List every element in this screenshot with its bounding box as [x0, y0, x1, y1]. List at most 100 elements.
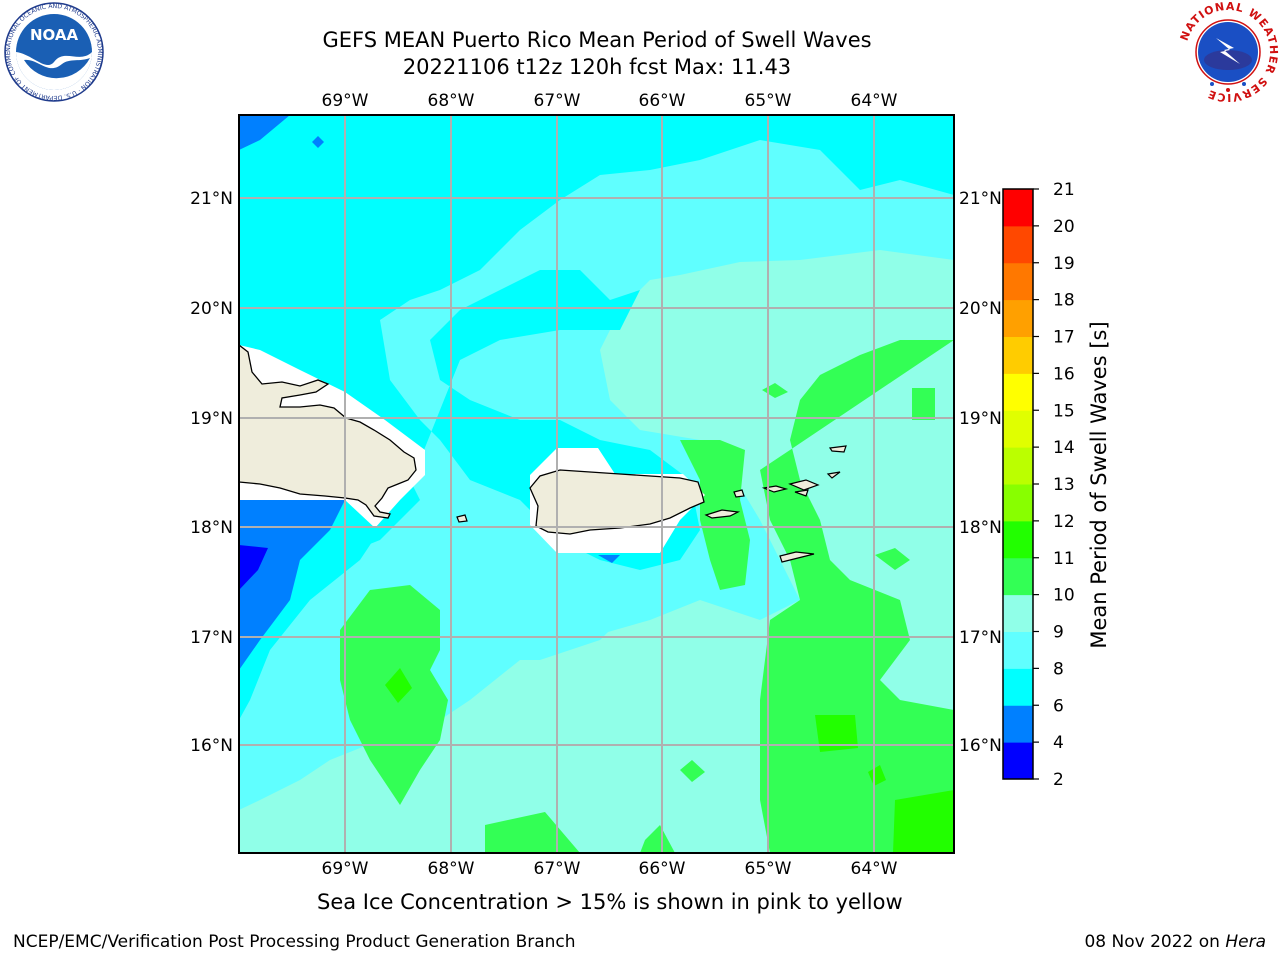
lon-tick-top: 66°W: [639, 91, 686, 111]
footer-date-text: 08 Nov 2022 on: [1084, 932, 1220, 952]
colorbar-segment: [1003, 520, 1033, 559]
footer-credit: NCEP/EMC/Verification Post Processing Pr…: [13, 932, 576, 952]
colorbar-segment: [1003, 705, 1033, 743]
field-4-6s-spot: [312, 136, 324, 148]
field-10-11s-spot4: [875, 548, 910, 570]
lat-tick-right: 21°N: [959, 189, 1002, 209]
field-10-11s-east: [760, 340, 954, 853]
lon-tick-bottom: 65°W: [745, 859, 792, 879]
lon-tick-bottom: 66°W: [639, 859, 686, 879]
colorbar-segment: [1003, 668, 1033, 706]
lat-ticks-right: 21°N 20°N 19°N 18°N 17°N 16°N: [959, 189, 1002, 756]
lon-tick-bottom: 67°W: [534, 859, 581, 879]
graticule: [239, 115, 954, 853]
lat-tick-right: 16°N: [959, 736, 1002, 756]
land-virgin-islands-2: [788, 479, 820, 491]
colorbar-segment: [1003, 410, 1033, 448]
lat-tick-left: 19°N: [190, 409, 233, 429]
colorbar-tick-label: 21: [1053, 180, 1075, 200]
lat-tick-right: 18°N: [959, 518, 1002, 538]
field-11-12s-4: [868, 765, 886, 786]
lat-tick-left: 16°N: [190, 736, 233, 756]
land-anegada: [828, 445, 847, 453]
colorbar-ticks: 2 4 6 8 9 10 11 12 13 14 15 16 17 18 19 20 21: [1033, 180, 1075, 790]
colorbar-segment: [1003, 299, 1033, 337]
lat-tick-left: 17°N: [190, 628, 233, 648]
colorbar-tick-label: 15: [1053, 401, 1075, 421]
colorbar-segment: [1003, 447, 1033, 485]
colorbar-segment: [1003, 594, 1033, 632]
colorbar-tick-label: 6: [1053, 696, 1064, 716]
colorbar-tick-label: 10: [1053, 586, 1075, 606]
colorbar-tick-label: 16: [1053, 364, 1075, 384]
colorbar-segment: [1003, 557, 1033, 596]
field-11-12s-3: [385, 668, 412, 703]
lat-tick-left: 21°N: [190, 189, 233, 209]
land-puerto-rico: [529, 469, 705, 535]
land-virgin-islands-4: [826, 471, 841, 479]
nws-logo: NATIONAL WEATHER SERVICE: [1176, 0, 1280, 104]
colorbar-segment: [1003, 373, 1033, 411]
lat-tick-right: 20°N: [959, 299, 1002, 319]
colorbar-segment: [1003, 336, 1033, 374]
lon-tick-bottom: 64°W: [851, 859, 898, 879]
colorbar-tick-label: 18: [1053, 291, 1075, 311]
field-10-11s-spot3: [912, 388, 935, 420]
colorbar-label: Mean Period of Swell Waves [s]: [1087, 321, 1111, 648]
colorbar-segment: [1003, 262, 1033, 301]
land-virgin-islands-1: [761, 485, 789, 493]
field-4-6s-pr: [598, 555, 620, 563]
lon-ticks-bottom: 69°W 68°W 67°W 66°W 65°W 64°W: [322, 859, 898, 879]
colorbar-tick-label: 4: [1053, 733, 1064, 753]
lat-ticks-left: 21°N 20°N 19°N 18°N 17°N 16°N: [190, 189, 233, 756]
lon-tick-bottom: 68°W: [428, 859, 475, 879]
footer-date: 08 Nov 2022 on Hera: [1084, 932, 1266, 952]
colorbar-tick-label: 13: [1053, 475, 1075, 495]
land-vieques: [704, 509, 741, 519]
land-st-croix: [779, 551, 815, 563]
land-virgin-islands-3: [794, 489, 809, 497]
colorbar-segment: [1003, 189, 1033, 227]
colorbar-segment: [1003, 484, 1033, 522]
colorbar-tick-label: 11: [1053, 549, 1075, 569]
lon-ticks-top: 69°W 68°W 67°W 66°W 65°W 64°W: [322, 91, 898, 111]
field-8-9s-south: [430, 520, 640, 660]
lat-tick-right: 19°N: [959, 409, 1002, 429]
land-mona-island: [456, 514, 468, 523]
noaa-logo: NATIONAL OCEANIC AND ATMOSPHERIC ADMINIS…: [0, 0, 106, 102]
colorbar-tick-label: 20: [1053, 217, 1075, 237]
lon-tick-top: 67°W: [534, 91, 581, 111]
field-11-12s-2: [893, 790, 954, 853]
colorbar-tick-label: 14: [1053, 438, 1075, 458]
sea-ice-caption: Sea Ice Concentration > 15% is shown in …: [317, 890, 903, 914]
lon-tick-bottom: 69°W: [322, 859, 369, 879]
colorbar-tick-label: 8: [1053, 659, 1064, 679]
lon-tick-top: 65°W: [745, 91, 792, 111]
colorbar-segment: [1003, 742, 1033, 780]
colorbar: [1002, 188, 1034, 780]
colorbar-tick-label: 2: [1053, 770, 1064, 790]
lat-tick-right: 17°N: [959, 628, 1002, 648]
lat-tick-left: 20°N: [190, 299, 233, 319]
field-10-11s-bottom2: [640, 825, 675, 853]
field-6-8s: [239, 115, 954, 720]
svg-text:NOAA: NOAA: [30, 26, 79, 44]
footer-host: Hera: [1225, 932, 1266, 952]
colorbar-segment: [1003, 631, 1033, 669]
colorbar-tick-label: 12: [1053, 512, 1075, 532]
lon-tick-top: 69°W: [322, 91, 369, 111]
field-11-12s-1: [815, 715, 858, 752]
lon-tick-top: 64°W: [851, 91, 898, 111]
colorbar-tick-label: 9: [1053, 623, 1064, 643]
field-4-6s: [239, 500, 345, 670]
lat-tick-left: 18°N: [190, 518, 233, 538]
map-title-line-2: 20221106 t12z 120h fcst Max: 11.43: [402, 55, 792, 79]
field-4-6s-north: [239, 115, 290, 150]
colorbar-tick-label: 17: [1053, 328, 1075, 348]
land-hispaniola: [239, 344, 417, 519]
field-2-4s: [239, 545, 268, 590]
map-border: [238, 114, 955, 854]
colorbar-segment: [1003, 225, 1033, 264]
colorbar-tick-label: 19: [1053, 254, 1075, 274]
map-frame-area: [239, 115, 954, 853]
